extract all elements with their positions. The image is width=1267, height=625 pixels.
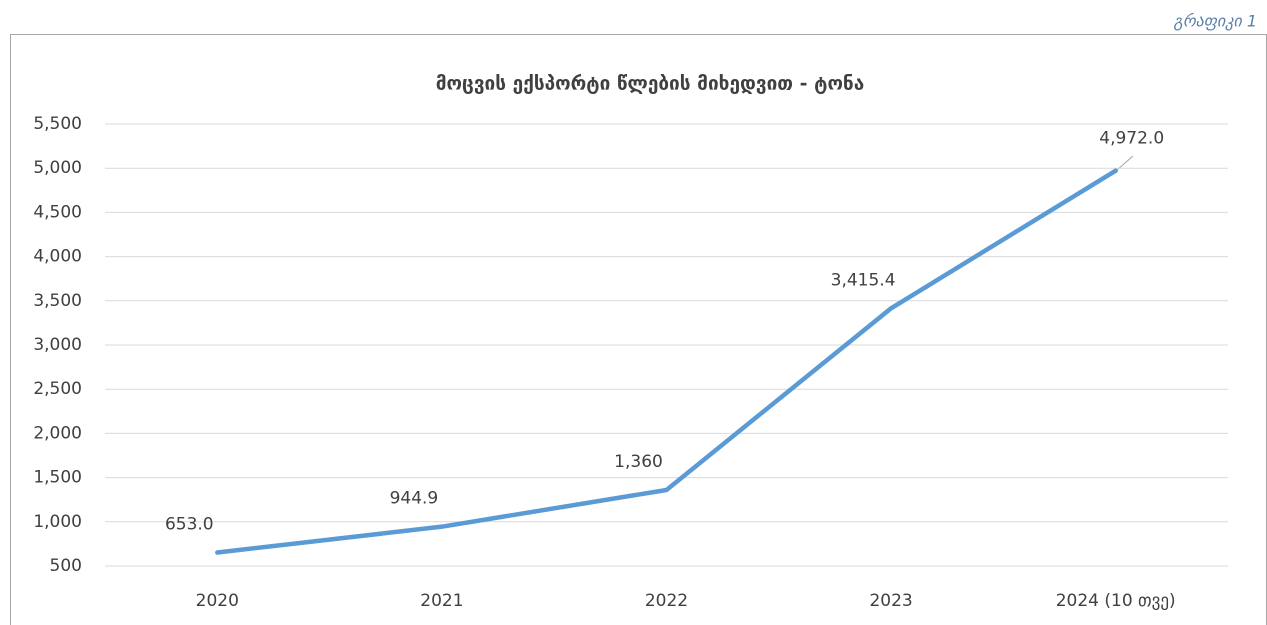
x-tick-label: 2020 [196,591,239,611]
y-tick-label: 1,000 [33,512,82,532]
y-tick-label: 5,500 [33,114,82,134]
leader-line [1116,155,1134,171]
y-tick-label: 2,000 [33,423,82,443]
chart-border [10,34,1267,625]
x-tick-label: 2021 [420,591,463,611]
y-tick-label: 2,500 [33,379,82,399]
y-tick-label: 3,500 [33,291,82,311]
x-tick-label: 2023 [869,591,912,611]
y-tick-label: 4,500 [33,202,82,222]
chart-title: მოცვის ექსპორტი წლების მიხედვით - ტონა [436,73,865,95]
x-tick-label: 2022 [645,591,688,611]
y-tick-label: 5,000 [33,158,82,178]
y-tick-label: 4,000 [33,247,82,267]
caption: გრაფიკი 1 [1174,12,1257,31]
y-tick-label: 500 [50,556,82,576]
data-label: 1,360 [614,452,663,472]
data-line [215,168,1118,555]
data-label: 653.0 [165,514,214,534]
data-label: 4,972.0 [1099,129,1164,149]
y-tick-label: 1,500 [33,468,82,488]
data-label: 944.9 [390,489,439,509]
x-tick-label: 2024 (10 თვე) [1056,591,1176,611]
y-tick-label: 3,000 [33,335,82,355]
data-label: 3,415.4 [831,270,896,290]
